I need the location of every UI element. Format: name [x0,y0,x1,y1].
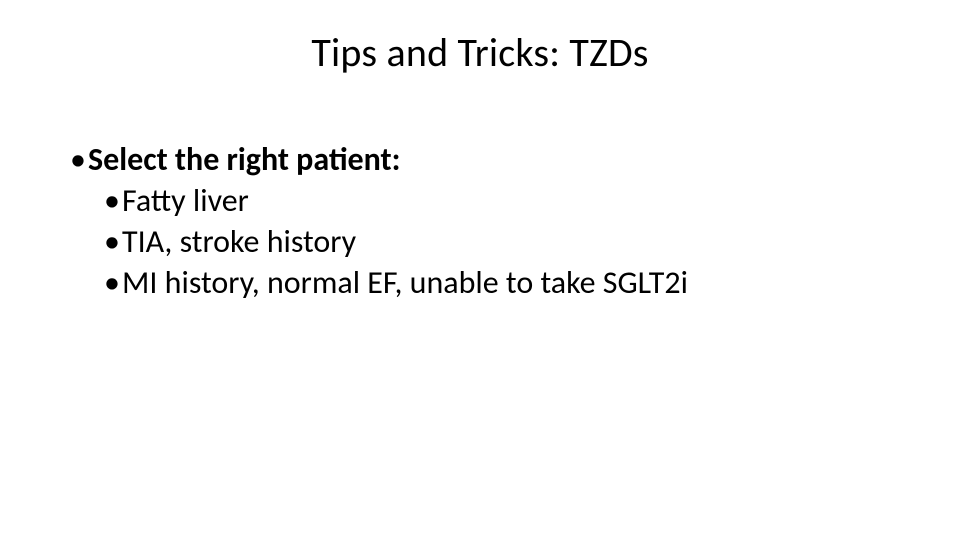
bullet-text: TIA, stroke history [122,222,356,261]
bullet-text: Select the right patient: [88,140,400,179]
bullet-icon: • [70,140,88,179]
bullet-level2: •Fatty liver [104,181,900,220]
bullet-icon: • [104,181,122,220]
bullet-text: Fatty liver [122,181,249,220]
slide-body: •Select the right patient: •Fatty liver … [70,140,900,304]
slide-title: Tips and Tricks: TZDs [0,28,960,77]
slide: Tips and Tricks: TZDs •Select the right … [0,0,960,540]
bullet-text: MI history, normal EF, unable to take SG… [122,263,688,302]
bullet-icon: • [104,263,122,302]
bullet-icon: • [104,222,122,261]
bullet-level1: •Select the right patient: [70,140,900,179]
bullet-level2: •TIA, stroke history [104,222,900,261]
bullet-level2: •MI history, normal EF, unable to take S… [104,263,900,302]
